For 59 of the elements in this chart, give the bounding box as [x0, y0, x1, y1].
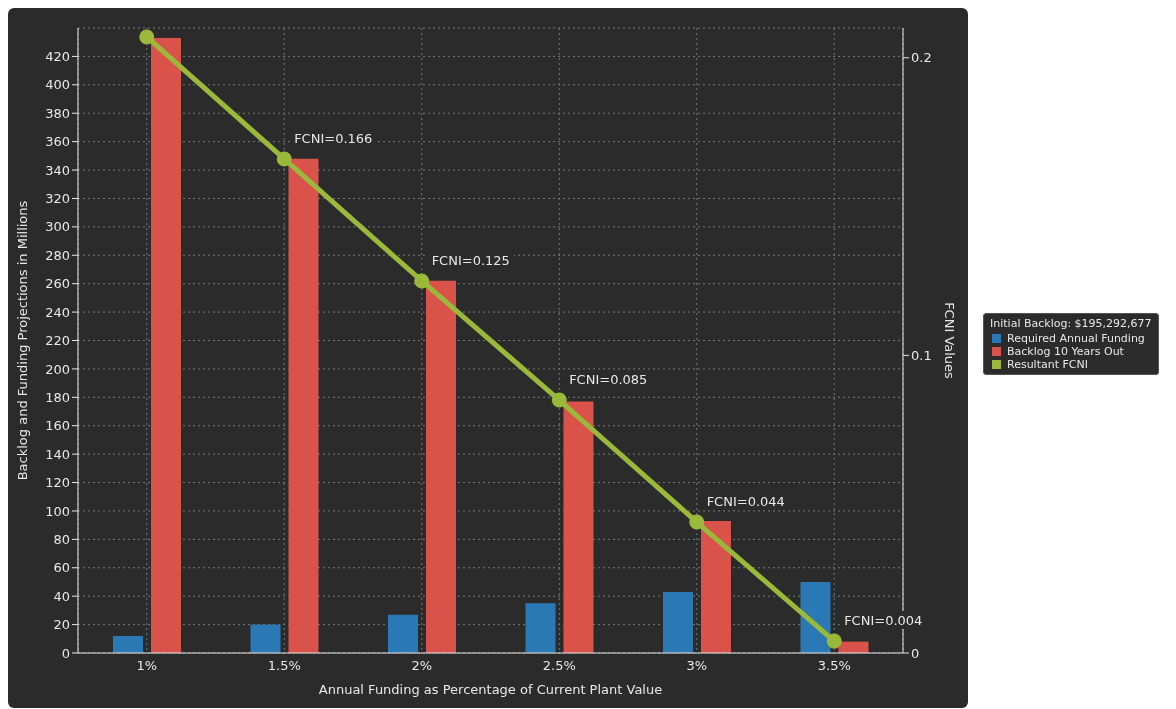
x-tick-label: 1.5% — [267, 658, 301, 674]
y2-tick-label: 0.1 — [911, 348, 932, 363]
y-tick-label: 160 — [45, 418, 70, 434]
y-tick-label: 180 — [45, 389, 70, 405]
y-tick-label: 280 — [45, 247, 70, 263]
legend-label: Backlog 10 Years Out — [1007, 345, 1124, 358]
y-tick-label: 20 — [53, 617, 70, 633]
x-tick-label: 2% — [411, 658, 433, 674]
x-tick-label: 3.5% — [817, 658, 851, 674]
bar — [525, 603, 556, 653]
y2-axis-title: FCNI Values — [942, 302, 958, 380]
point — [276, 151, 292, 167]
y-tick-label: 340 — [45, 162, 70, 178]
bar — [250, 624, 281, 653]
bar — [288, 158, 319, 653]
y-tick-label: 220 — [45, 333, 70, 349]
x-axis-title: Annual Funding as Percentage of Current Plant Value — [318, 682, 663, 697]
point — [689, 514, 705, 530]
y-tick-label: 0 — [61, 645, 70, 661]
y-tick-label: 80 — [53, 531, 70, 547]
y-tick-label: 140 — [45, 446, 70, 462]
legend-label: Required Annual Funding — [1007, 332, 1145, 345]
bar — [426, 280, 456, 653]
point — [139, 29, 155, 45]
x-tick-label: 2.5% — [542, 658, 576, 674]
y-axis-title: Backlog and Funding Projections in Millions — [14, 200, 30, 481]
legend-label: Resultant FCNI — [1007, 358, 1088, 371]
y-tick-label: 240 — [45, 304, 70, 320]
bar — [701, 520, 731, 653]
y-tick-label: 420 — [45, 49, 70, 65]
bar — [563, 401, 594, 653]
bar — [151, 37, 181, 653]
y-tick-label: 40 — [53, 588, 70, 604]
bar — [663, 591, 693, 653]
point — [551, 392, 567, 408]
x-tick-label: 1% — [136, 658, 158, 674]
bar — [388, 614, 418, 653]
data-label: FCNI=0.085 — [569, 372, 648, 388]
y-tick-label: 60 — [53, 560, 70, 576]
y-tick-label: 320 — [45, 191, 70, 207]
x-tick-label: 3% — [686, 658, 708, 674]
data-label: FCNI=0.125 — [431, 252, 510, 268]
y2-tick-label: 0 — [911, 645, 920, 661]
y-tick-label: 100 — [45, 503, 70, 519]
y-tick-label: 300 — [45, 219, 70, 235]
y-tick-label: 360 — [45, 134, 70, 150]
data-label: FCNI=0.166 — [294, 130, 373, 146]
y-tick-label: 120 — [45, 475, 70, 491]
legend-title: Initial Backlog: $195,292,677 — [990, 317, 1152, 330]
y2-tick-label: 0.2 — [911, 50, 932, 66]
data-label: FCNI=0.004 — [844, 613, 923, 629]
point — [414, 273, 430, 289]
y-tick-label: 380 — [45, 105, 70, 121]
data-label: FCNI=0.044 — [706, 494, 785, 510]
y-tick-label: 260 — [45, 276, 70, 292]
point — [826, 633, 842, 649]
bar — [113, 635, 143, 653]
y-tick-label: 200 — [45, 361, 70, 377]
y-tick-label: 400 — [45, 77, 70, 93]
